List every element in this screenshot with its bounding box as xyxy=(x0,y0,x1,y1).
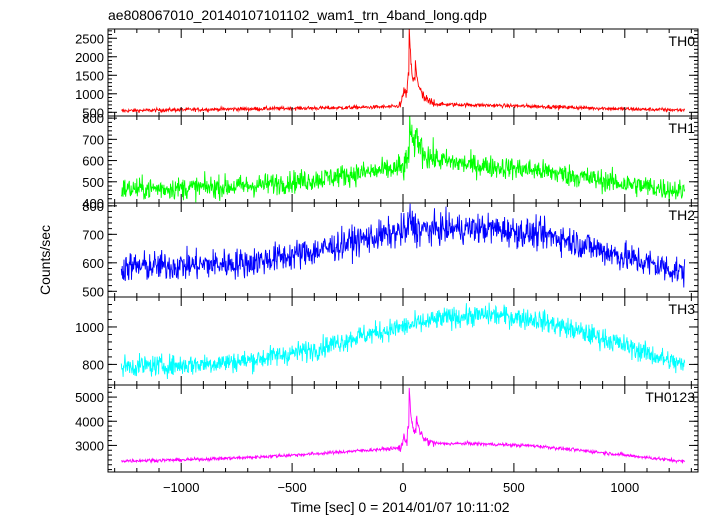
y-tick-label: 500 xyxy=(82,284,104,299)
y-tick-label: 400 xyxy=(82,196,104,211)
series-line-th3 xyxy=(120,302,686,380)
panel-label-th2: TH2 xyxy=(669,207,696,223)
series-line-th2 xyxy=(120,203,686,288)
y-tick-label: 700 xyxy=(82,132,104,147)
panel-label-th1: TH1 xyxy=(669,120,696,136)
y-tick-label: 500 xyxy=(82,175,104,190)
y-tick-label: 4000 xyxy=(75,414,104,429)
panel-label-th3: TH3 xyxy=(669,301,696,317)
series-line-th1 xyxy=(120,116,686,203)
panel-label-th0: TH0 xyxy=(669,33,696,49)
series-line-th0 xyxy=(121,29,686,114)
y-tick-label: 500 xyxy=(82,105,104,120)
panel-label-th0123: TH0123 xyxy=(645,389,695,405)
y-tick-label: 1000 xyxy=(75,87,104,102)
y-tick-label: 5000 xyxy=(75,390,104,405)
y-tick-label: 800 xyxy=(82,111,104,126)
y-tick-label: 800 xyxy=(82,199,104,214)
y-axis-title: Counts/sec xyxy=(37,225,53,295)
y-tick-label: 1500 xyxy=(75,68,104,83)
x-axis-title: Time [sec] 0 = 2014/01/07 10:11:02 xyxy=(290,499,509,515)
x-tick-label: −500 xyxy=(277,480,306,495)
x-tick-label: 1000 xyxy=(610,480,639,495)
y-tick-label: 2000 xyxy=(75,50,104,65)
series-line-th0123 xyxy=(120,387,686,464)
x-tick-label: 0 xyxy=(399,480,406,495)
x-tick-label: −1000 xyxy=(163,480,200,495)
figure-title: ae808067010_20140107101102_wam1_trn_4ban… xyxy=(108,7,487,23)
y-tick-label: 3000 xyxy=(75,438,104,453)
y-tick-label: 800 xyxy=(82,357,104,372)
y-tick-label: 700 xyxy=(82,227,104,242)
y-tick-label: 1000 xyxy=(75,320,104,335)
panel-frame-th0 xyxy=(107,28,699,117)
x-tick-label: 500 xyxy=(503,480,525,495)
panels-group: 500 1000 1500 2000 2500 TH0 400 500 600 700 800 TH1… xyxy=(75,28,699,495)
y-tick-label: 600 xyxy=(82,256,104,271)
y-tick-label: 2500 xyxy=(75,31,104,46)
y-tick-label: 600 xyxy=(82,154,104,169)
